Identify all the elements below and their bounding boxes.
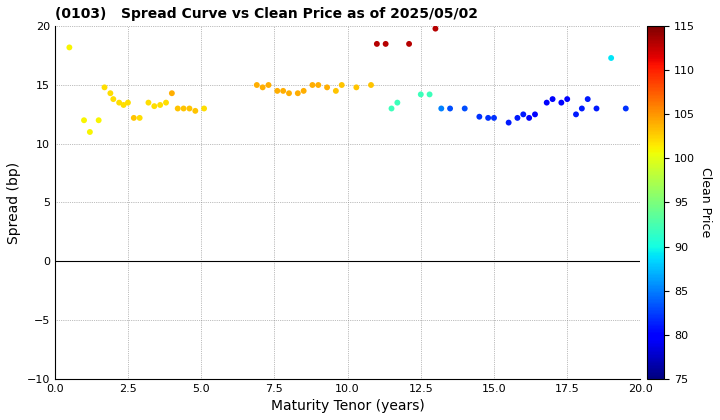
Point [512,115,523,121]
Text: (0103)   Spread Curve vs Clean Price as of 2025/05/02: (0103) Spread Curve vs Clean Price as of… [55,7,478,21]
Point [620,105,631,112]
Point [386,105,397,112]
Point [576,105,588,112]
X-axis label: Maturity Tenor (years): Maturity Tenor (years) [271,399,425,413]
Point [251,81,263,88]
Point [474,113,485,120]
Point [582,96,593,102]
Point [118,102,130,108]
Point [107,96,119,102]
Point [403,41,415,47]
Point [424,91,436,98]
Point [78,117,90,123]
Point [606,55,617,61]
Point [189,108,201,114]
Point [523,115,535,121]
Point [488,115,500,121]
Point [444,105,456,112]
Point [459,105,470,112]
Point [148,103,160,110]
Point [482,115,494,121]
Y-axis label: Spread (bp): Spread (bp) [7,161,21,244]
Point [161,99,172,106]
Point [541,99,552,106]
Point [590,105,602,112]
Point [321,84,333,91]
Point [436,105,447,112]
Point [292,90,304,97]
Point [84,129,96,135]
Point [257,84,269,91]
Point [529,111,541,118]
Point [184,105,195,112]
Point [122,99,134,106]
Point [166,90,178,97]
Point [570,111,582,118]
Point [430,25,441,32]
Point [154,102,166,108]
Point [503,119,514,126]
Point [93,117,104,123]
Point [518,111,529,118]
Point [415,91,426,98]
Point [63,44,75,51]
Point [143,99,154,106]
Point [336,81,348,88]
Point [198,105,210,112]
Point [134,115,145,121]
Point [312,81,324,88]
Point [99,84,110,91]
Point [178,105,189,112]
Y-axis label: Clean Price: Clean Price [698,167,711,238]
Point [307,81,318,88]
Point [351,84,362,91]
Point [271,87,283,94]
Point [263,81,274,88]
Point [392,99,403,106]
Point [277,87,289,94]
Point [562,96,573,102]
Point [172,105,184,112]
Point [128,115,140,121]
Point [114,99,125,106]
Point [546,96,558,102]
Point [371,41,382,47]
Point [283,90,294,97]
Point [104,90,116,97]
Point [380,41,392,47]
Point [556,99,567,106]
Point [298,87,310,94]
Point [330,87,341,94]
Point [365,81,377,88]
